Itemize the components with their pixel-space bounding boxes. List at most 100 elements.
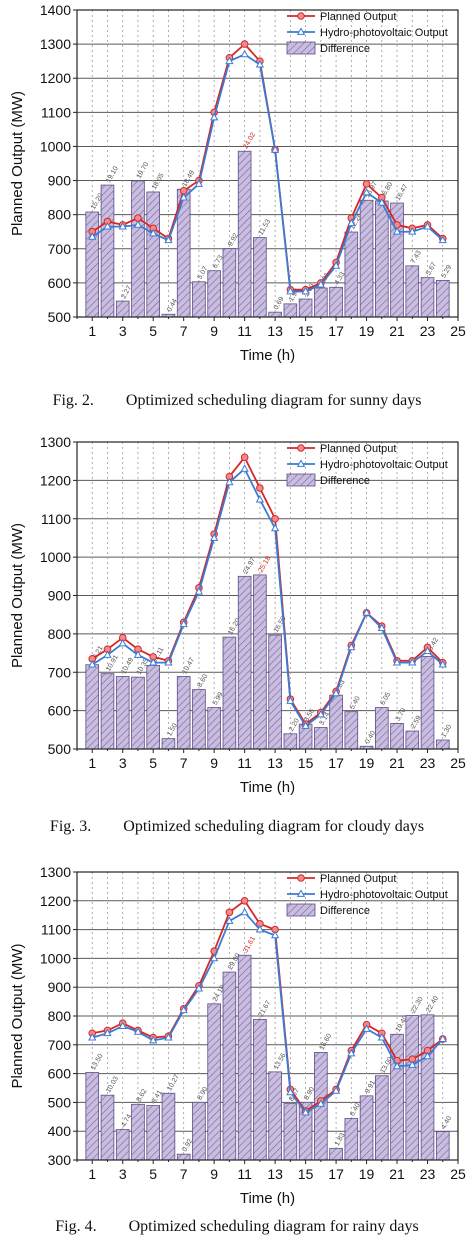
c1-difference-bar [85,664,100,750]
c0-x-tick-label: 11 [237,323,252,339]
c2-legend-marker [296,889,306,897]
c2-hydro-pv-output-point [164,1032,173,1041]
c1-hydro-pv-output-point [210,533,219,541]
figure-sunny: 15.20 19.10 2.27 19.70 18.05 0.44 18.49 5.07 6.7… [0,0,474,380]
c2-difference-bar [85,1072,100,1161]
c0-hydro-pv-output-point [255,59,265,68]
c0-hydro-pv-output-point [210,112,219,121]
c1-y-tick-label: 1200 [40,472,71,488]
c2-hydro-pv-output-point [240,907,249,916]
c0-difference-bar [207,270,221,318]
c0-x-tick-label: 13 [267,323,283,339]
c1-legend-label: Hydro-photovoltaic Output [320,459,448,471]
c2-hydro-pv-output-point [133,1027,143,1035]
c1-difference-bar [222,636,237,750]
c1-legend: Planned Output Hydro-photovoltaic Output D… [286,443,448,487]
chart-sunny: 15.2019.102.2719.7018.050.4418.495.076.7… [9,2,466,364]
c0-x-tick-label: 25 [450,323,466,339]
c2-hydro-pv-output-point [88,1032,97,1041]
c0-hydro-pv-output-point [286,286,295,295]
c2-hydro-pv-output-point [301,1107,310,1116]
c2-hydro-pv-output-point [286,1087,295,1096]
c1-y-tick-label: 800 [48,626,72,642]
c2-hydro-pv-output-point [377,1032,386,1041]
c2-x-tick-label: 17 [328,1166,344,1182]
c2-x-tick-label: 9 [210,1166,218,1182]
c1-y-axis-title: Planned Output (MW) [9,523,26,668]
c2-difference-bar [359,1095,374,1161]
c2-x-axis-title: Time (h) [240,1190,295,1207]
c1-difference-bar [161,738,176,750]
c0-x-tick-label: 7 [180,323,188,339]
c2-x-tick-label: 11 [237,1166,252,1182]
c2-difference-bar [237,954,252,1161]
c1-hydro-pv-output-point [103,650,112,658]
c0-difference-bar [314,287,328,318]
c0-hydro-pv-output-point [438,235,447,244]
c2-x-tick-label: 15 [298,1166,314,1182]
c1-y-tick-label: 700 [48,664,72,680]
c0-y-axis-title: Planned Output (MW) [9,91,26,236]
c0-difference-bar [329,286,343,318]
c0-hydro-pv-output-line [91,53,444,293]
c1-x-tick-label: 7 [180,755,188,771]
c0-planned-output-point [240,40,249,48]
c1-legend-marker [297,444,305,452]
caption-rainy: Fig. 4. Optimized scheduling diagram for… [55,1218,419,1235]
c2-y-tick-label: 600 [48,1066,72,1082]
c2-legend-marker [297,874,305,882]
c0-x-tick-label: 17 [328,323,344,339]
c1-difference-bar [115,676,130,750]
c1-x-tick-label: 1 [88,755,96,771]
c0-y-tick-label: 1000 [40,138,71,154]
c1-difference-bar [237,575,252,750]
c0-difference-bar [405,265,420,318]
c1-x-tick-label: 3 [119,755,127,771]
c2-difference-bar [253,1018,267,1161]
c0-difference-bar [435,279,450,318]
c0-legend: Planned Output Hydro-photovoltaic Output D… [286,11,448,55]
c1-hydro-pv-output-point [194,587,204,595]
c0-difference-bar [131,180,145,318]
c2-x-tick-label: 3 [119,1166,127,1182]
c1-legend-swatch [286,473,316,487]
c0-legend-swatch [286,41,316,55]
c0-y-tick-label: 600 [48,275,72,291]
c2-legend-swatch [286,903,316,917]
c2-difference-bar [268,1071,282,1161]
c1-hydro-pv-output-point [88,659,97,668]
c0-hydro-pv-output-point [118,221,127,230]
c0-hydro-pv-output-point [347,218,356,227]
c0-hydro-pv-output-point [331,261,341,269]
c0-y-tick-label: 1400 [40,2,71,18]
c1-hydro-pv-output-point [255,494,265,503]
c1-difference-bar [176,676,191,750]
c1-y-tick-label: 900 [48,588,72,604]
c2-difference-bar [405,1015,420,1161]
c0-difference-bar [146,191,161,318]
c2-x-tick-label: 7 [180,1166,188,1182]
c0-hydro-pv-output-point [423,221,432,230]
c1-difference-bar [207,707,221,750]
c0-hydro-pv-output-point [408,227,417,235]
c1-hydro-pv-output-point [438,659,447,668]
c1-x-tick-label: 19 [359,755,375,771]
c1-difference-bar [390,723,404,750]
c0-y-tick-label: 900 [48,173,72,189]
c0-y-tick-label: 1200 [40,70,71,86]
c2-difference-bar [100,1094,115,1161]
c2-difference-bar [222,971,237,1161]
c1-legend-label: Planned Output [320,443,396,455]
c1-x-tick-label: 21 [389,755,405,771]
c0-difference-bar [283,303,298,318]
c0-x-tick-label: 23 [420,323,436,339]
c1-hydro-pv-output-point [347,642,356,651]
c0-difference-bar [298,298,313,318]
c0-y-tick-label: 800 [48,207,72,223]
c0-difference-bar [344,231,359,318]
c1-y-tick-label: 600 [48,703,72,719]
c2-x-tick-label: 13 [267,1166,283,1182]
figure-rainy: 13.50 10.03 4.74 8.62 8.41 10.27 0.92 8.90 24.10… [0,862,474,1212]
c2-y-tick-label: 1200 [40,893,71,909]
c2-hydro-pv-output-point [423,1051,432,1060]
